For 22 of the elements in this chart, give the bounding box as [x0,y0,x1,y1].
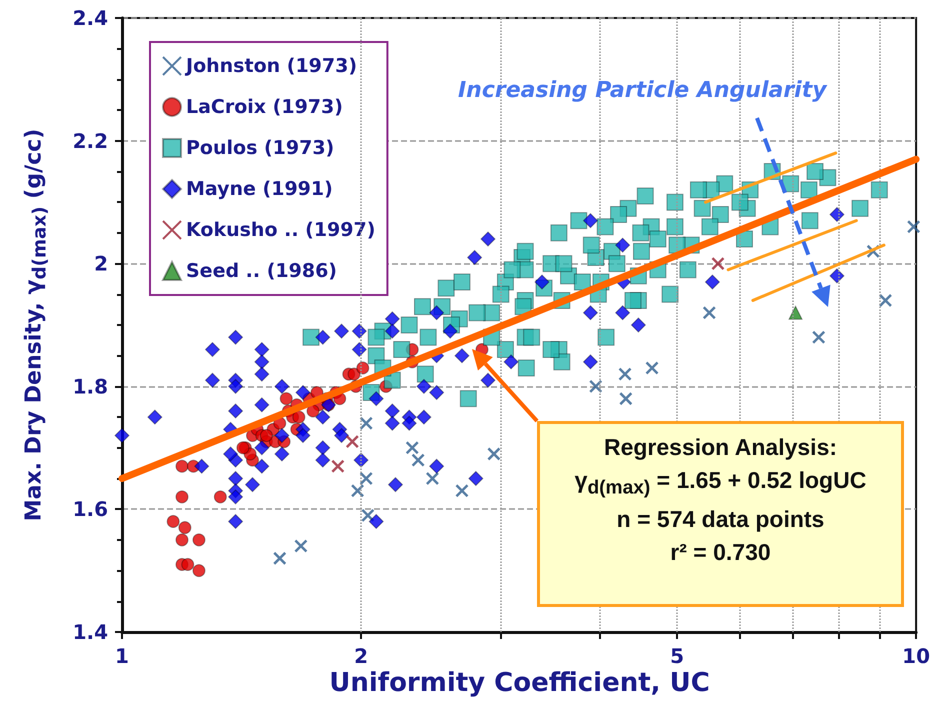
y-tick-label: 2 [94,252,108,276]
y-tick-label: 1.6 [72,497,108,522]
legend-label: Poulos (1973) [186,137,334,159]
y-tick-label: 2.2 [72,128,108,153]
legend-label: Mayne (1991) [186,178,333,200]
annotation: Increasing Particle Angularity [458,78,827,103]
x-tick-label: 2 [354,644,368,668]
y-tick-label: 1.8 [72,374,108,398]
y-tick-label: 1.4 [72,620,108,644]
annotation: γ$_{d(max)}$ = 1.65 + 0.52 logUC [574,467,866,500]
legend-label: Kokusho .. (1997) [186,219,376,241]
x-tick-label: 10 [902,644,930,668]
legend-label: LaCroix (1973) [186,96,343,118]
annotation: n = 574 data points [616,506,824,533]
x-tick-label: 1 [115,644,129,668]
legend-label: Seed .. (1986) [186,260,337,282]
legend-label: Johnston (1973) [184,55,358,77]
x-axis-title: Uniformity Coefficient, UC [328,668,711,698]
annotation: r² = 0.730 [670,538,771,566]
annotation: Regression Analysis: [604,434,838,461]
x-tick-label: 5 [670,644,684,668]
y-tick-label: 2.4 [72,6,108,30]
